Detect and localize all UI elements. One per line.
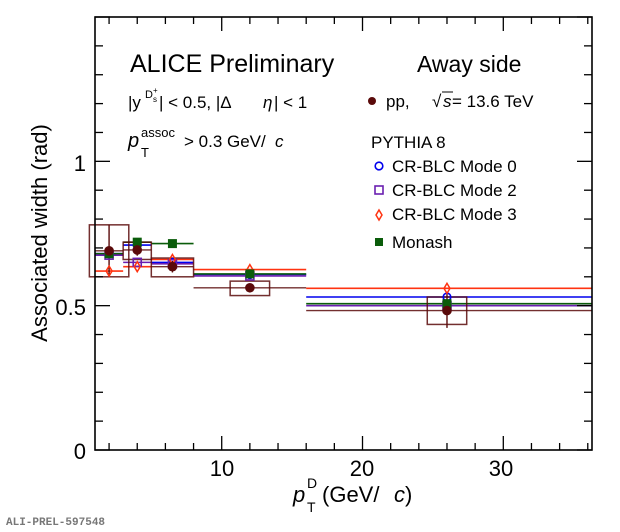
data-sys-box	[229, 280, 271, 297]
axis-ticks	[95, 16, 592, 451]
plot-marks	[88, 224, 592, 328]
legend-label-sqrt: √	[432, 92, 442, 111]
y-tick-label: 0	[74, 439, 86, 464]
x-axis-label: p D T (GeV/ c )	[292, 475, 412, 515]
pt-assoc-cut-label: p assoc T > 0.3 GeV/ c	[127, 125, 284, 160]
legend-label-monash: Monash	[392, 233, 452, 252]
cut1-end: | < 1	[274, 93, 307, 112]
marker-monash	[442, 299, 452, 309]
cut1-sup: D	[145, 89, 153, 101]
y-axis-label: Associated width (rad)	[27, 124, 52, 342]
legend-marker-monash	[375, 238, 383, 246]
y-tick-label: 1	[74, 151, 86, 176]
x-axis-label-sup: D	[307, 475, 317, 491]
x-axis-label-p: p	[292, 482, 305, 507]
data-point	[167, 261, 178, 272]
legend: pp, √ s = 13.6 TeV PYTHIA 8 CR-BLC Mode …	[368, 91, 534, 252]
x-axis-label-sub: T	[307, 499, 316, 515]
y-tick-label: 0.5	[55, 295, 86, 320]
marker-cr-blc-mode-3	[133, 260, 142, 274]
legend-label-mode3: CR-BLC Mode 3	[392, 205, 517, 224]
marker-cr-blc-mode-3	[443, 281, 451, 295]
cut1-eta: η	[263, 93, 272, 112]
x-axis-label-close: )	[405, 482, 412, 507]
cut2-c: c	[275, 132, 284, 151]
cut1-supplus: +	[153, 86, 158, 95]
marker-monash	[132, 237, 142, 247]
data-point	[132, 245, 143, 255]
legend-label-mode2: CR-BLC Mode 2	[392, 181, 517, 200]
legend-label-s: s	[443, 92, 452, 111]
cut2-p: p	[127, 130, 139, 152]
data-point	[442, 305, 452, 316]
figure-id: ALI-PREL-597548	[6, 517, 105, 529]
cut1-prefix: |y	[128, 93, 141, 112]
plot-frame	[94, 16, 593, 451]
cut2-sup: assoc	[141, 125, 175, 140]
legend-marker-mode3	[375, 208, 383, 222]
cut2-sub: T	[141, 145, 149, 160]
marker-cr-blc-mode-3	[105, 264, 113, 278]
legend-marker-mode2	[374, 185, 384, 195]
marker-monash	[245, 269, 255, 279]
data-point	[104, 246, 114, 256]
x-tick-label: 30	[489, 456, 513, 481]
region-label: Away side	[417, 51, 521, 77]
rapidity-cut-label: |y D s + | < 0.5, |Δ η | < 1	[128, 86, 307, 112]
x-tick-label: 10	[210, 456, 234, 481]
x-axis-label-units: (GeV/	[322, 482, 380, 507]
legend-marker-data	[368, 97, 376, 105]
x-tick-label: 20	[350, 456, 374, 481]
marker-cr-blc-mode-2	[132, 257, 143, 268]
data-point	[245, 282, 255, 293]
legend-label-energy: = 13.6 TeV	[452, 92, 534, 111]
cut1-rest: | < 0.5, |Δ	[159, 93, 232, 112]
legend-marker-mode0	[374, 161, 384, 171]
experiment-label: ALICE Preliminary	[130, 50, 335, 78]
marker-monash	[167, 239, 177, 249]
cut2-rest: > 0.3 GeV/	[184, 132, 266, 151]
cut1-supsup: s	[153, 95, 157, 104]
legend-model-header: PYTHIA 8	[371, 133, 446, 152]
legend-label-mode0: CR-BLC Mode 0	[392, 157, 517, 176]
legend-label-pp: pp,	[386, 92, 410, 111]
x-axis-label-c: c	[394, 482, 405, 507]
